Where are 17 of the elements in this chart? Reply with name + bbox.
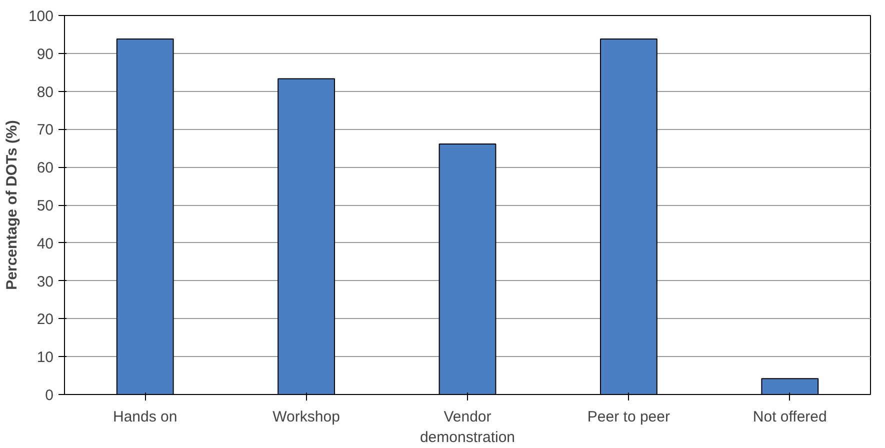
- y-tick-label: 90: [36, 46, 54, 63]
- y-tick-label: 0: [45, 387, 54, 404]
- y-tick-label: 50: [36, 198, 54, 214]
- x-tick-label: Peer to peer: [587, 408, 670, 426]
- x-tick-label: Workshop: [272, 408, 340, 426]
- y-tick-label: 70: [36, 122, 54, 139]
- x-tick-label: Vendor demonstration: [420, 408, 516, 446]
- y-axis-title: Percentage of DOTs (%): [3, 120, 20, 290]
- y-tick-label: 20: [36, 311, 54, 328]
- y-tick-label: 10: [36, 349, 54, 366]
- y-tick-label: 60: [36, 160, 54, 177]
- x-tick-label: Not offered: [752, 408, 827, 426]
- x-tick-label: Hands on: [112, 408, 178, 426]
- y-tick-label: 80: [36, 84, 54, 101]
- y-tick-label: 40: [36, 235, 54, 252]
- y-tick-label: 100: [28, 8, 54, 25]
- y-tick-label: 30: [36, 273, 54, 290]
